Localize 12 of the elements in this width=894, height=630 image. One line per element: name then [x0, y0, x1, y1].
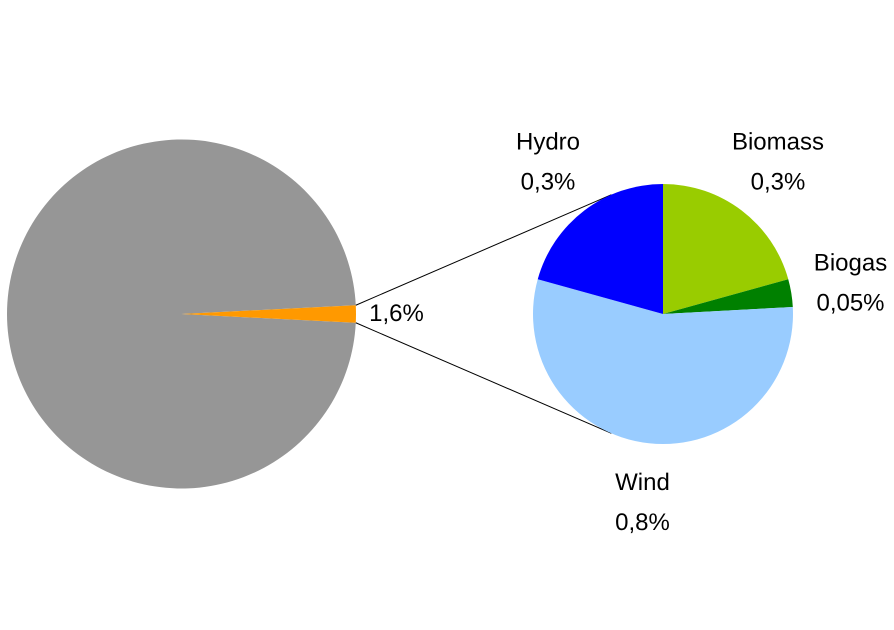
data-label: 0,3%: [520, 168, 576, 196]
slice-label: Hydro: [516, 128, 580, 156]
pie-slice: [533, 279, 793, 444]
pie-slice: [663, 279, 793, 314]
data-label: 1,6%: [369, 300, 424, 327]
slice-label: Biogas: [814, 249, 888, 276]
slice-label: Biomass: [732, 128, 824, 156]
slice-label: Wind: [615, 468, 670, 496]
pie-slice: [7, 140, 356, 488]
data-label: 0,8%: [615, 508, 670, 536]
data-label: 0,05%: [816, 289, 885, 316]
data-label: 0,3%: [750, 168, 806, 196]
